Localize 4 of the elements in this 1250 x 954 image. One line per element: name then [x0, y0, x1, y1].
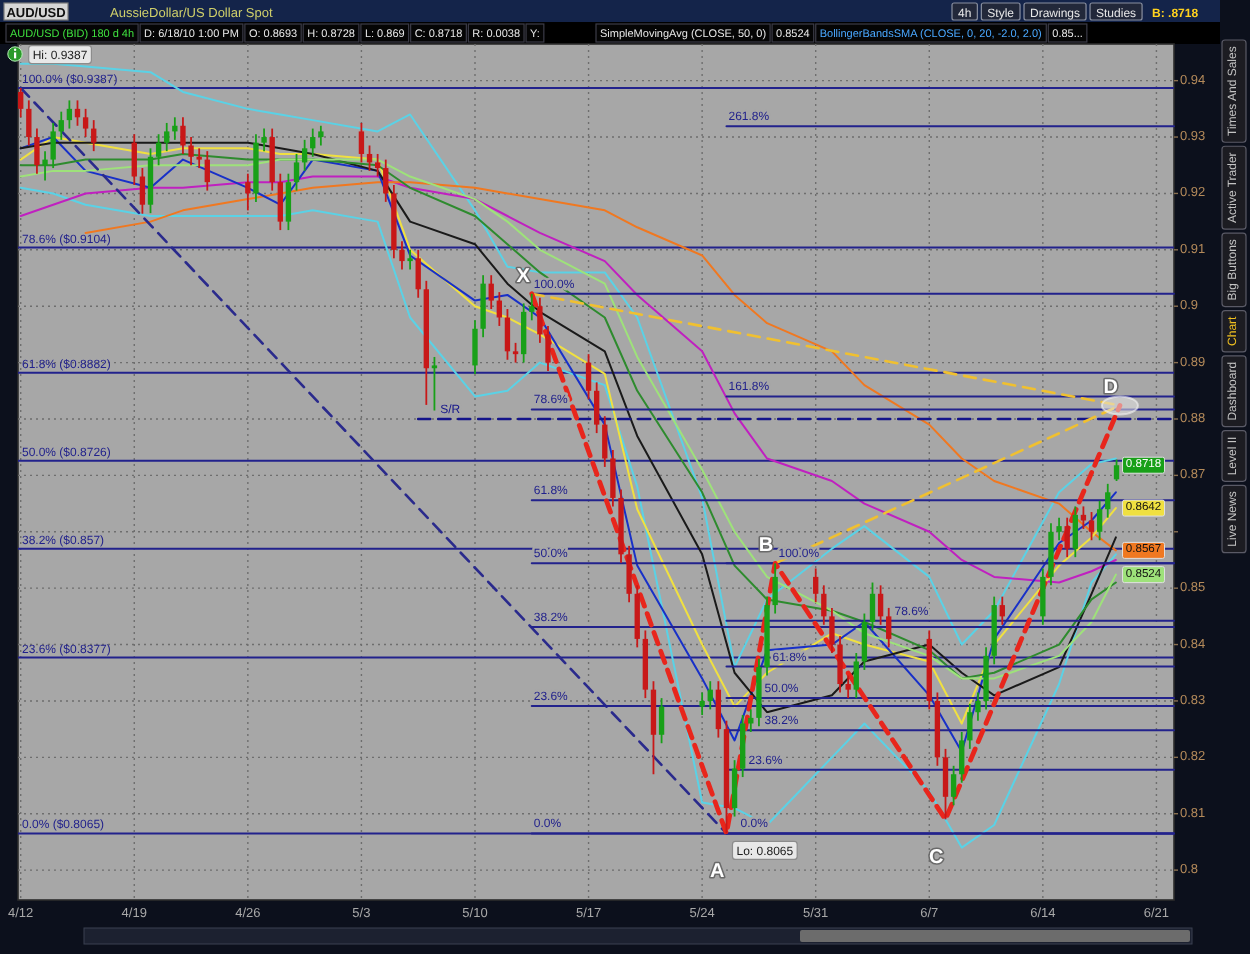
- annotation: C: [929, 847, 944, 870]
- annotation: D: [1103, 377, 1118, 400]
- annotation: X: [516, 265, 531, 288]
- annotation: A: [710, 861, 725, 884]
